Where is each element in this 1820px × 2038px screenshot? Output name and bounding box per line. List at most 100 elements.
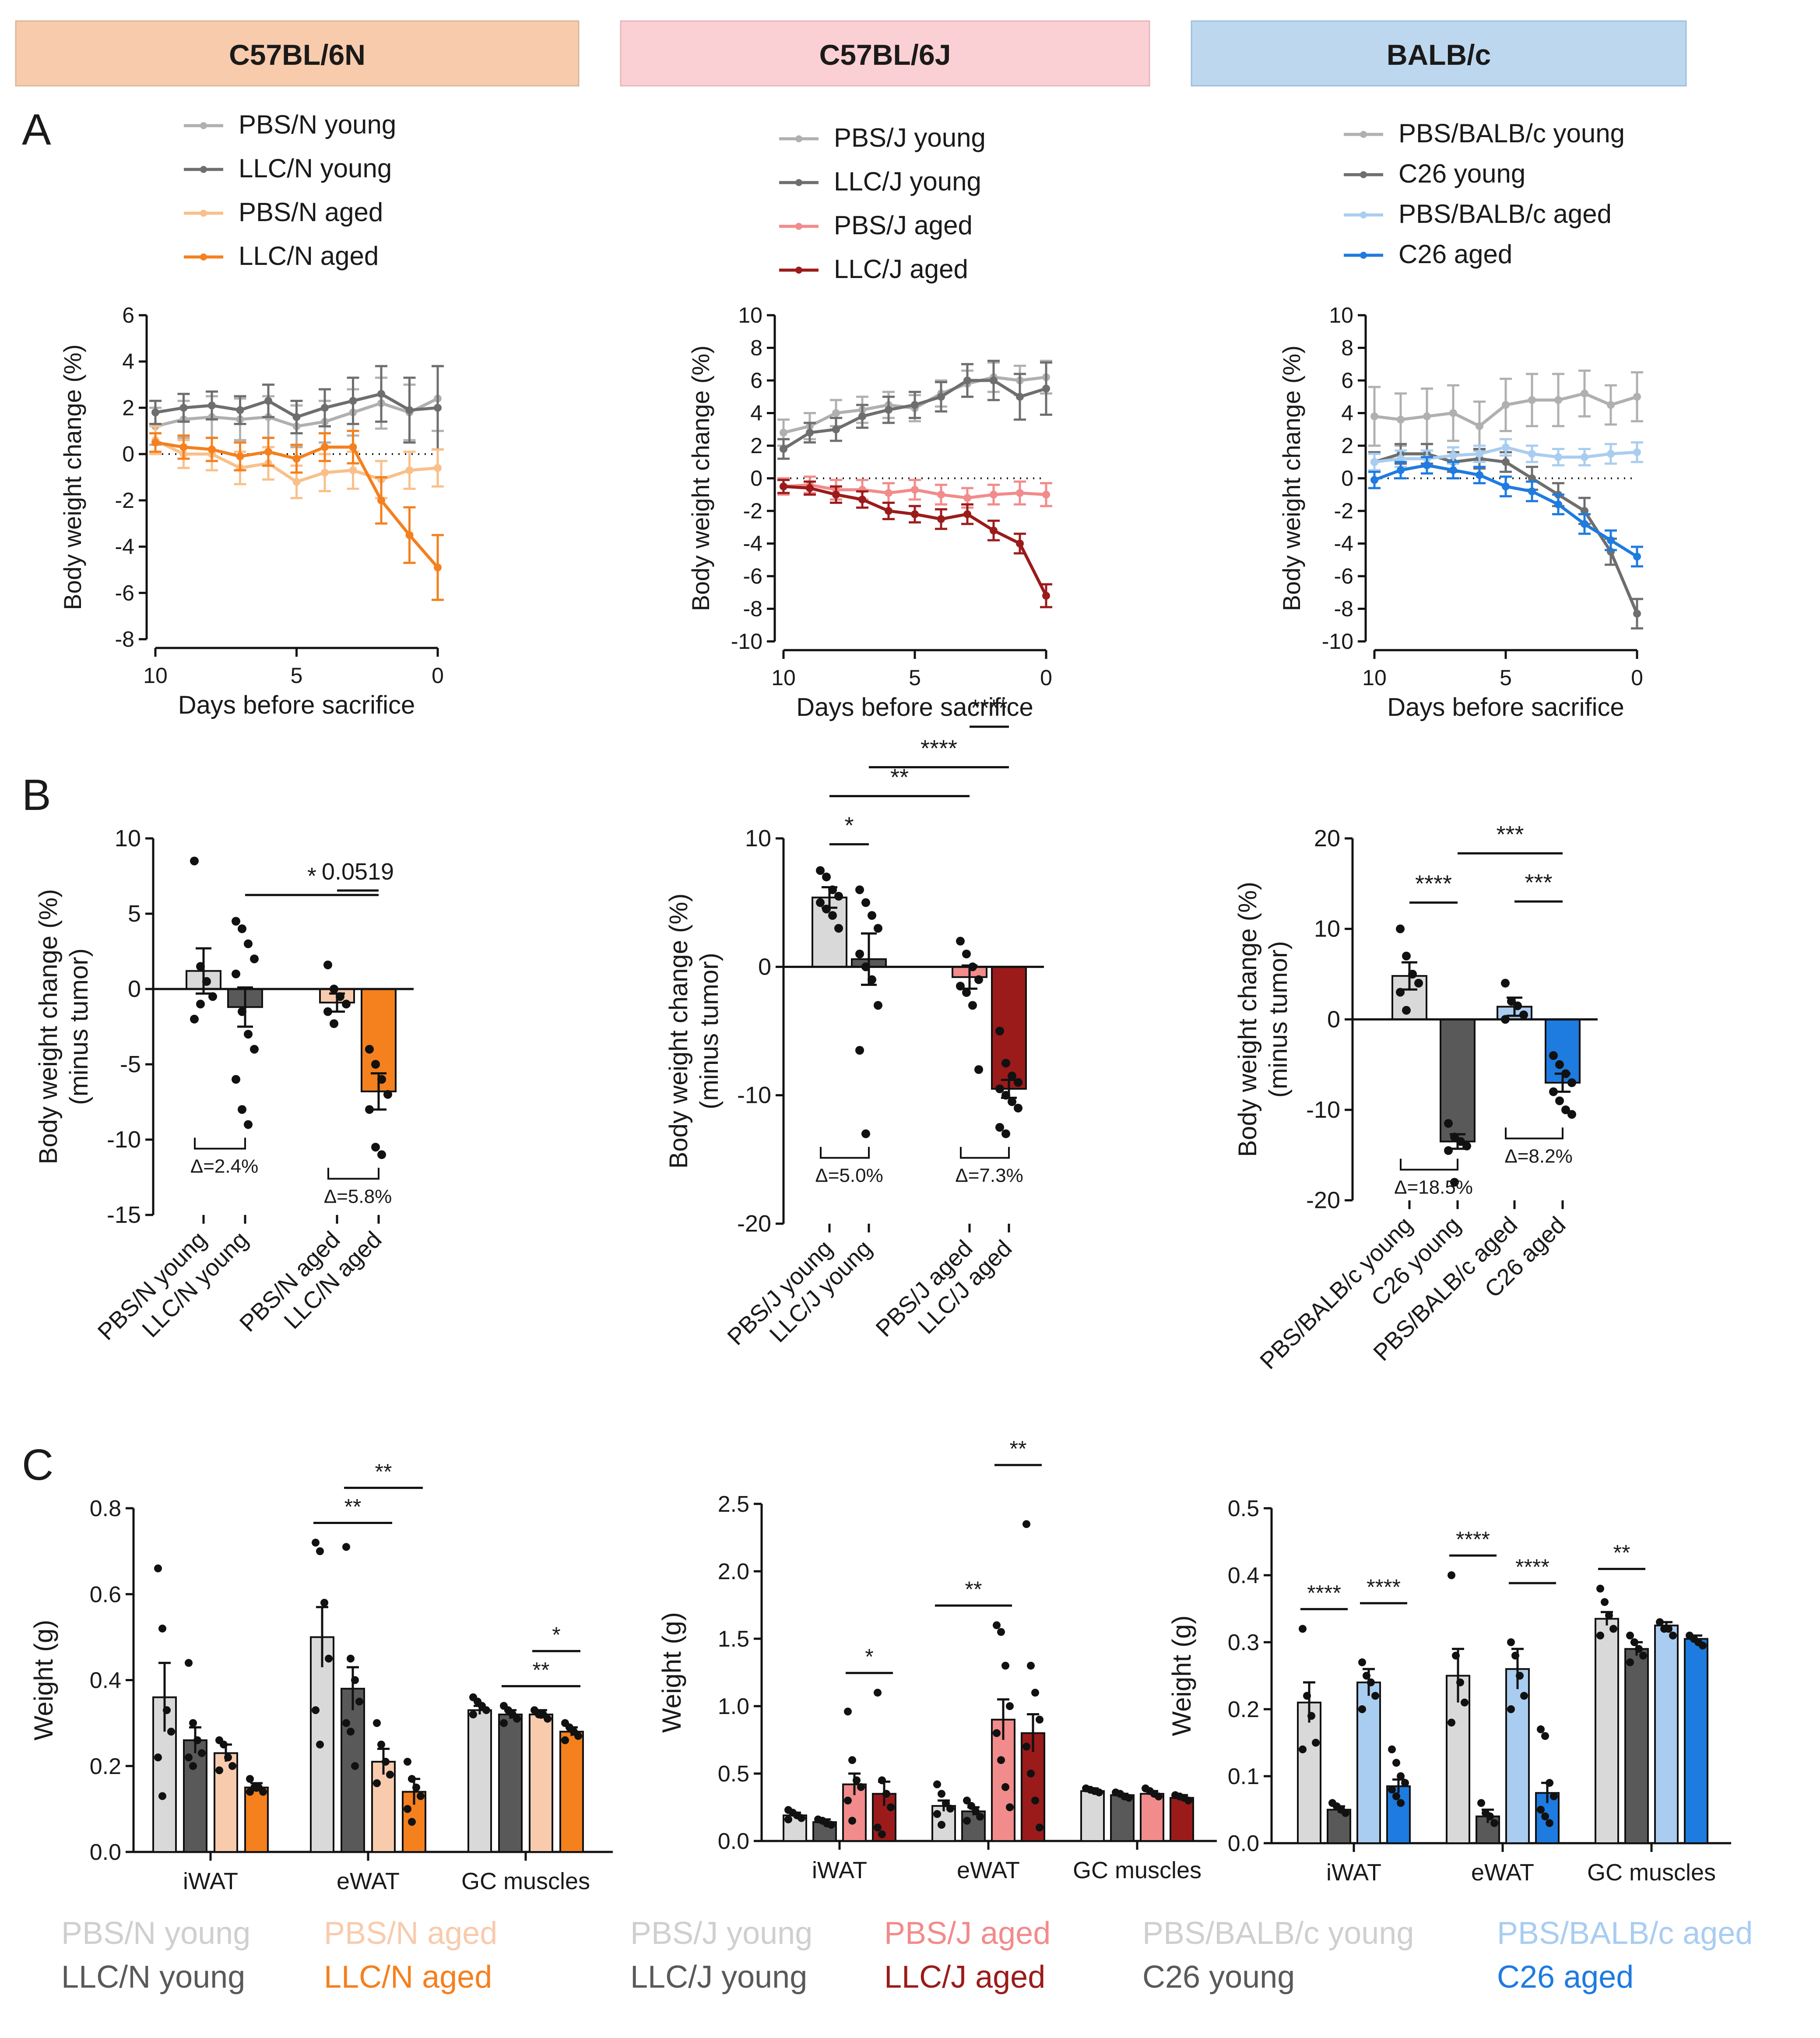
data-point bbox=[1639, 1651, 1647, 1660]
x-tick-label: 10 bbox=[1362, 665, 1387, 690]
data-point bbox=[911, 486, 919, 494]
data-point bbox=[885, 507, 892, 515]
data-point bbox=[193, 1736, 201, 1744]
data-point bbox=[1444, 1146, 1453, 1155]
delta-bracket bbox=[960, 1147, 1010, 1159]
data-point bbox=[967, 1802, 975, 1810]
delta-bracket bbox=[820, 1147, 870, 1159]
data-point bbox=[1027, 1770, 1035, 1778]
data-point bbox=[198, 1749, 206, 1757]
data-point bbox=[1502, 401, 1510, 409]
data-point bbox=[911, 401, 919, 409]
y-axis-title: Body weight change (%) bbox=[1233, 882, 1262, 1157]
data-point bbox=[544, 1714, 552, 1723]
data-point bbox=[250, 954, 259, 964]
data-point bbox=[351, 1676, 359, 1684]
significance-label: * bbox=[844, 812, 854, 838]
delta-label: Δ=8.2% bbox=[1504, 1145, 1572, 1167]
legend-label: LLC/J young bbox=[834, 167, 981, 196]
data-point bbox=[185, 1659, 193, 1667]
data-point bbox=[1444, 1119, 1453, 1128]
y-tick-label: -10 bbox=[1322, 629, 1353, 654]
data-point bbox=[1665, 1625, 1672, 1633]
data-point bbox=[1042, 591, 1050, 600]
series-line bbox=[783, 485, 1048, 597]
bar bbox=[529, 1714, 553, 1853]
data-point bbox=[828, 911, 837, 920]
data-point bbox=[236, 406, 244, 414]
data-point bbox=[196, 1000, 205, 1009]
y-tick-label: 1.0 bbox=[718, 1694, 749, 1719]
data-point bbox=[1607, 536, 1615, 545]
data-point bbox=[1299, 1745, 1307, 1753]
y-tick-label: 4 bbox=[750, 401, 762, 426]
data-point bbox=[1549, 1051, 1558, 1060]
significance-label: * bbox=[307, 863, 316, 889]
y-tick-label: 2 bbox=[122, 395, 134, 420]
legend-label: LLC/J aged bbox=[834, 254, 968, 284]
data-point bbox=[857, 1783, 865, 1791]
data-point bbox=[1397, 415, 1405, 424]
data-point bbox=[1635, 1645, 1643, 1653]
data-point bbox=[963, 1796, 971, 1805]
data-point bbox=[1408, 970, 1417, 979]
y-tick-label: 6 bbox=[122, 303, 134, 327]
data-point bbox=[1371, 1692, 1379, 1700]
data-point bbox=[844, 1707, 852, 1716]
data-point bbox=[405, 466, 414, 475]
y-tick-label: -10 bbox=[731, 629, 762, 654]
legend-label: PBS/N aged bbox=[324, 1916, 497, 1951]
data-point bbox=[832, 490, 840, 499]
strain-header-label: C57BL/6N bbox=[229, 39, 365, 71]
y-tick-label: 0 bbox=[128, 976, 141, 1002]
strain-header-background bbox=[1191, 20, 1687, 87]
x-axis-title: Days before sacrifice bbox=[1387, 693, 1624, 722]
y-tick-label: 20 bbox=[1314, 825, 1340, 852]
data-point bbox=[1561, 1105, 1570, 1114]
data-point bbox=[371, 1143, 380, 1152]
data-point bbox=[349, 397, 357, 405]
data-point bbox=[834, 892, 843, 901]
data-point bbox=[1396, 924, 1405, 933]
data-point bbox=[320, 1598, 328, 1607]
data-point bbox=[179, 404, 188, 412]
data-point bbox=[861, 898, 870, 907]
error-bar bbox=[1027, 1713, 1039, 1752]
data-point bbox=[1031, 1796, 1039, 1805]
error-bar bbox=[997, 1698, 1009, 1740]
y-tick-label: 0.3 bbox=[1228, 1630, 1259, 1655]
data-point bbox=[1397, 1799, 1405, 1807]
delta-bracket bbox=[194, 1137, 246, 1150]
data-point bbox=[1402, 1006, 1411, 1015]
data-point bbox=[1388, 1745, 1396, 1753]
data-point bbox=[1502, 482, 1510, 491]
y-tick-label: 6 bbox=[1341, 368, 1353, 393]
data-point bbox=[933, 1780, 941, 1788]
data-point bbox=[942, 1799, 950, 1807]
y-axis-subtitle: (minus tumor) bbox=[65, 948, 93, 1105]
data-point bbox=[238, 1105, 246, 1114]
data-point bbox=[990, 526, 998, 535]
panel-label-c: C bbox=[22, 1440, 53, 1489]
data-point bbox=[1036, 1823, 1044, 1832]
bar bbox=[498, 1714, 523, 1853]
data-point bbox=[371, 1060, 380, 1069]
data-point bbox=[1423, 412, 1431, 420]
data-point bbox=[1605, 1611, 1613, 1619]
significance-label: * bbox=[552, 1623, 560, 1647]
data-point bbox=[937, 393, 945, 401]
x-tick-label: eWAT bbox=[957, 1857, 1020, 1883]
data-point bbox=[1501, 979, 1510, 988]
data-point bbox=[1581, 389, 1588, 398]
data-point bbox=[349, 466, 357, 475]
data-point bbox=[1388, 1785, 1396, 1794]
data-point bbox=[232, 917, 240, 926]
error-bar bbox=[861, 932, 877, 986]
data-point bbox=[1550, 1792, 1558, 1800]
bar bbox=[467, 1709, 492, 1853]
legend-label: PBS/J young bbox=[834, 123, 986, 152]
data-point bbox=[1450, 1178, 1459, 1187]
data-point bbox=[342, 1543, 350, 1551]
data-point bbox=[1519, 1010, 1528, 1019]
data-point bbox=[1537, 1725, 1545, 1733]
